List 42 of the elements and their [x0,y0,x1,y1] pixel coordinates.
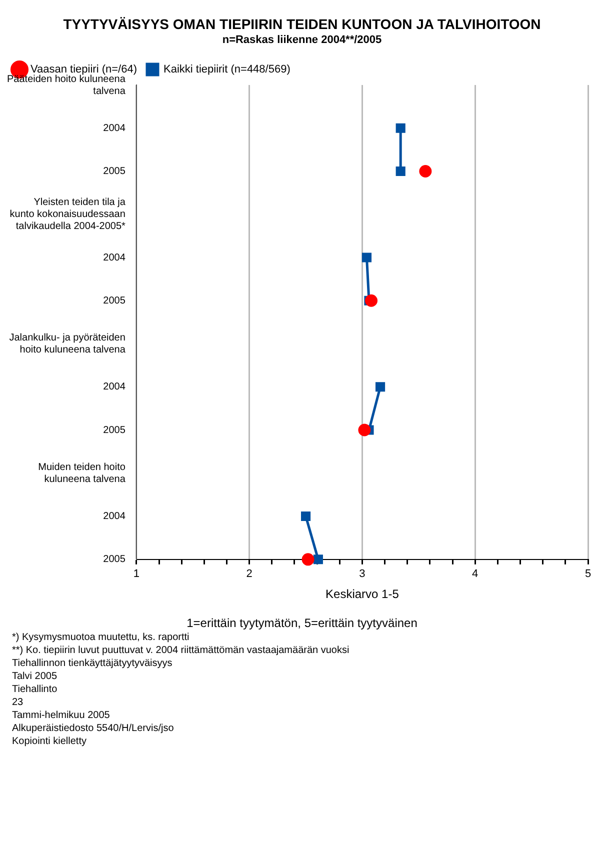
y-tick-label: Muiden teiden hoito kuluneena talvena [38,462,126,485]
y-tick-label: 2004 [103,511,126,522]
chart-title: TYYTYVÄISYYS OMAN TIEPIIRIN TEIDEN KUNTOON JA TALVIHOITOON [62,16,542,32]
y-tick-label: 2004 [103,122,126,134]
x-axis-title: Keskiarvo 1-5 [326,587,400,602]
text: Talvi 2005 [12,671,58,682]
x-tick-label: 3 [359,568,366,580]
y-tick-label: 2005 [103,166,126,178]
point [300,511,311,522]
legend-label: Vaasan tiepiiri (n=/64) [30,64,137,76]
text: **) Ko. tiepiirin luvut puuttuvat v. 2004 riittämättömän vastaajamäärän vuoksi [12,645,350,656]
y-tick-label: 2004 [103,252,126,264]
point [375,382,386,392]
x-tick-label: 2 [246,568,252,580]
y-tick-label: 2005 [103,554,126,566]
point [396,123,406,133]
point [313,554,323,564]
legend-label: Kaikki tiepiirit (n=448/569) [163,64,290,76]
text: Tiehallinto [12,684,58,695]
x-tick-label: 4 [472,568,478,580]
y-tick-label: Yleisten teiden tila ja kunto kokonaisuudessaan talvikaudella 2004-2005* [10,197,126,232]
chart-subtitle: n=Raskas liikenne 2004**/2005 [221,34,383,46]
text: Kopiointi kielletty [12,736,88,747]
point [358,424,371,436]
y-tick-label: 2005 [103,424,126,436]
x-tick-label: 1 [133,568,140,580]
y-tick-label: 2004 [103,382,126,393]
point [302,553,314,566]
text: Tiehallinnon tienkäyttäjätyytyväisyys [12,658,174,669]
text: *) Kysymysmuotoa muutettu, ks. raportti [12,632,190,643]
y-tick-label: Pääteiden hoito kuluneena talvena [6,74,126,97]
point [365,294,378,307]
y-tick-label: Jalankulku- ja pyöräteiden hoito kuluneena talvena [9,332,126,356]
text: 23 [12,697,24,708]
text: Alkuperäistiedosto 5540/H/Lervis/jso [12,723,175,734]
y-tick-label: 2005 [103,295,126,306]
text: Tammi-helmikuu 2005 [12,710,111,721]
x-tick-label: 5 [584,568,592,580]
point [362,252,372,262]
text: 1=erittäin tyytymätön, 5=erittäin tyytyväinen [186,616,418,630]
point [396,166,406,176]
point [419,165,432,178]
